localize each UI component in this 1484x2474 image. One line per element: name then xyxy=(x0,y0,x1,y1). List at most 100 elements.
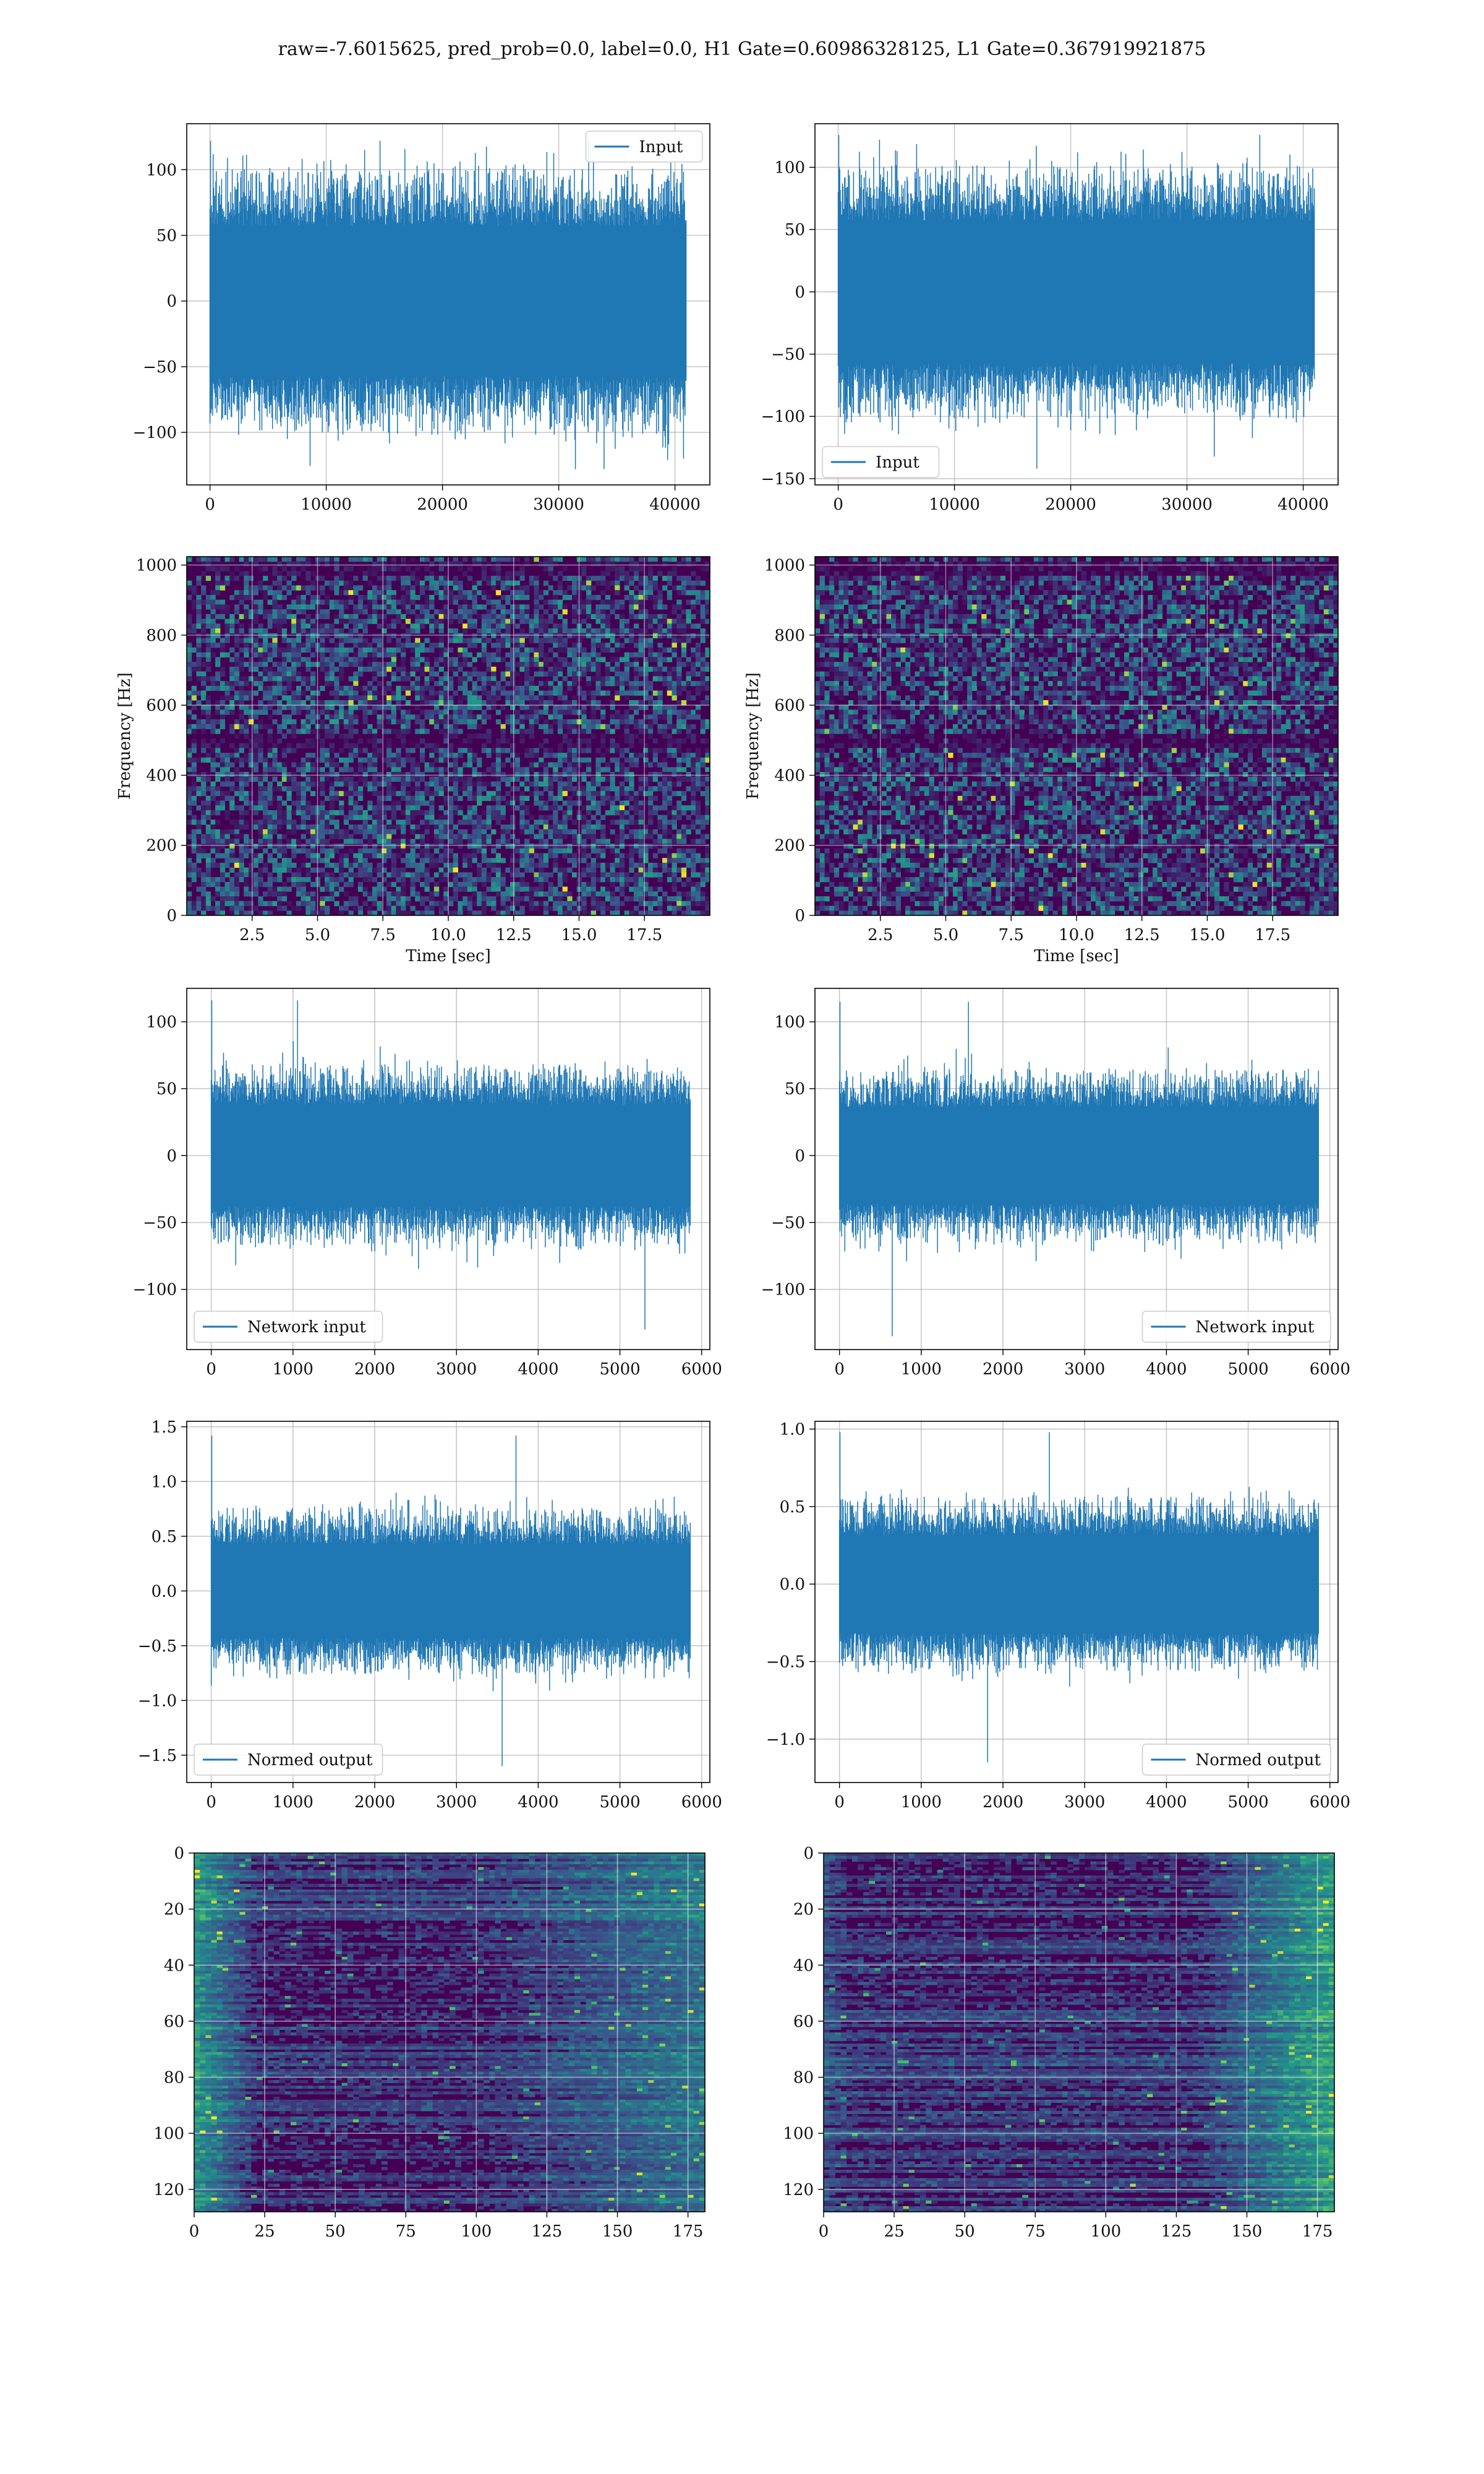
row4-left-xtick-label: 6000 xyxy=(681,1793,722,1812)
row4-right-legend: Normed output xyxy=(1143,1744,1331,1775)
row4-right-xtick-label: 6000 xyxy=(1310,1793,1350,1812)
row4-left-ytick-label: −1.0 xyxy=(138,1692,177,1710)
row5-right-ytick-label: 20 xyxy=(793,1901,814,1919)
row1-right-ytick-label: −50 xyxy=(771,346,805,364)
row3-right-xtick-label: 2000 xyxy=(983,1360,1023,1379)
row1-left-xtick-label: 10000 xyxy=(301,495,352,514)
row3-right-ytick-label: −100 xyxy=(761,1281,805,1299)
row5-left-ytick-label: 80 xyxy=(164,2069,184,2087)
row2-left-ytick-label: 0 xyxy=(166,907,177,925)
row4-left-ytick-label: −1.5 xyxy=(138,1747,177,1765)
row1-left-xtick-label: 30000 xyxy=(533,495,584,514)
row4-left-series-line xyxy=(211,1436,691,1766)
row1-right-ytick-label: 50 xyxy=(785,221,805,239)
row4-right-ytick-label: −0.5 xyxy=(766,1653,805,1671)
row3-right-series-line xyxy=(840,1002,1319,1337)
row5-right-xtick-label: 75 xyxy=(1025,2222,1046,2241)
row3-left-legend: Network input xyxy=(194,1311,383,1342)
row4-left-xtick-label: 2000 xyxy=(354,1793,395,1812)
row4-left-xtick-label: 4000 xyxy=(518,1793,558,1812)
row3-left-xtick-label: 5000 xyxy=(600,1360,641,1379)
row5-right-ytick-label: 120 xyxy=(783,2181,814,2199)
row3-left-xtick-label: 6000 xyxy=(681,1360,722,1379)
row2-left-ytick-label: 600 xyxy=(146,696,177,715)
row4-left-ytick-label: 0.5 xyxy=(151,1528,177,1546)
row1-right-xtick-label: 10000 xyxy=(929,495,980,514)
row3-left-ytick-label: −100 xyxy=(133,1281,177,1299)
row3-left-ytick-label: 50 xyxy=(156,1080,177,1098)
row1-right-ytick-label: 100 xyxy=(774,158,805,177)
row2-right-ytick-label: 200 xyxy=(774,837,805,855)
row1-left-ytick-label: −100 xyxy=(133,424,177,442)
row1-right-xtick-label: 40000 xyxy=(1277,495,1329,514)
row1-left-ytick-label: 100 xyxy=(146,161,177,179)
row2-right-xlabel: Time [sec] xyxy=(1034,947,1119,965)
row5-left-xtick-label: 100 xyxy=(461,2222,492,2241)
row4-right-series-line xyxy=(840,1432,1319,1763)
row5-right-xtick-label: 125 xyxy=(1161,2222,1192,2241)
row3-right-xtick-label: 5000 xyxy=(1228,1360,1269,1379)
row2-left-ytick-label: 400 xyxy=(146,766,177,785)
row4-left-legend-label: Normed output xyxy=(247,1751,373,1770)
row5-right-ytick-label: 80 xyxy=(793,2069,814,2087)
row4-right-xtick-label: 2000 xyxy=(983,1793,1023,1812)
row2-left-xtick-label: 5.0 xyxy=(305,926,330,944)
row1-right-ytick-label: 0 xyxy=(795,283,805,302)
row4-right-ytick-label: 0.0 xyxy=(780,1575,805,1594)
row3-left-xtick-label: 3000 xyxy=(436,1360,477,1379)
row3-left-ytick-label: −50 xyxy=(143,1214,177,1233)
row1-right-series-line xyxy=(838,135,1315,469)
row5-right-ytick-label: 100 xyxy=(783,2125,814,2143)
row4-right-xtick-label: 3000 xyxy=(1064,1793,1105,1812)
row4-right-xtick-label: 5000 xyxy=(1228,1793,1269,1812)
row1-right-xtick-label: 30000 xyxy=(1161,495,1213,514)
row2-right-xtick-label: 17.5 xyxy=(1255,926,1290,944)
row3-right-xtick-label: 1000 xyxy=(901,1360,942,1379)
row4-left-legend: Normed output xyxy=(194,1744,383,1775)
row1-right-legend: Input xyxy=(822,447,939,477)
row5-right-ytick-label: 60 xyxy=(793,2013,814,2031)
row1-left-ytick-label: 0 xyxy=(166,293,177,311)
row3-left-xtick-label: 2000 xyxy=(354,1360,395,1379)
row5-left-xtick-label: 0 xyxy=(189,2222,200,2241)
row2-left-xlabel: Time [sec] xyxy=(406,947,491,965)
row4-right-xtick-label: 0 xyxy=(834,1793,845,1812)
row3-right-legend-label: Network input xyxy=(1196,1318,1315,1337)
row5-left-xtick-label: 150 xyxy=(602,2222,633,2241)
row5-right-xtick-label: 25 xyxy=(884,2222,905,2241)
row1-right-legend-label: Input xyxy=(876,453,919,472)
row5-right-xtick-label: 50 xyxy=(955,2222,975,2241)
row3-left-xtick-label: 1000 xyxy=(273,1360,313,1379)
row4-left-ytick-label: −0.5 xyxy=(138,1637,177,1656)
row5-right-ytick-label: 0 xyxy=(803,1844,814,1863)
row2-left-ytick-label: 1000 xyxy=(136,557,177,575)
row1-right-xtick-label: 20000 xyxy=(1045,495,1096,514)
row2-left-xtick-label: 15.0 xyxy=(561,926,597,944)
row2-right-xtick-label: 12.5 xyxy=(1124,926,1160,944)
row2-right-ytick-label: 800 xyxy=(774,627,805,645)
row3-right-legend: Network input xyxy=(1143,1311,1331,1342)
row2-right-xtick-label: 10.0 xyxy=(1059,926,1094,944)
row1-left-xtick-label: 20000 xyxy=(417,495,468,514)
row3-left-ytick-label: 0 xyxy=(166,1147,177,1165)
row4-left-xtick-label: 5000 xyxy=(600,1793,641,1812)
row3-left-series-line xyxy=(211,1001,691,1330)
row5-right-xtick-label: 0 xyxy=(819,2222,829,2241)
row5-left-xtick-label: 50 xyxy=(325,2222,346,2241)
row2-left-xtick-label: 10.0 xyxy=(430,926,466,944)
row3-right-ytick-label: 0 xyxy=(795,1147,805,1165)
row3-right-ytick-label: −50 xyxy=(771,1214,805,1233)
row1-left-legend-label: Input xyxy=(639,138,683,156)
row3-left-xtick-label: 0 xyxy=(206,1360,216,1379)
row3-right-ytick-label: 100 xyxy=(774,1013,805,1032)
row2-left-ytick-label: 200 xyxy=(146,837,177,855)
row5-left-xtick-label: 75 xyxy=(396,2222,416,2241)
row5-left-xtick-label: 25 xyxy=(255,2222,275,2241)
row4-right-xtick-label: 1000 xyxy=(901,1793,942,1812)
row1-right-ytick-label: −100 xyxy=(761,408,805,426)
row5-left-ytick-label: 60 xyxy=(164,2013,184,2031)
row2-left-xtick-label: 12.5 xyxy=(496,926,532,944)
row1-right-ytick-label: −150 xyxy=(761,470,805,489)
row2-right-ylabel: Frequency [Hz] xyxy=(744,672,762,800)
